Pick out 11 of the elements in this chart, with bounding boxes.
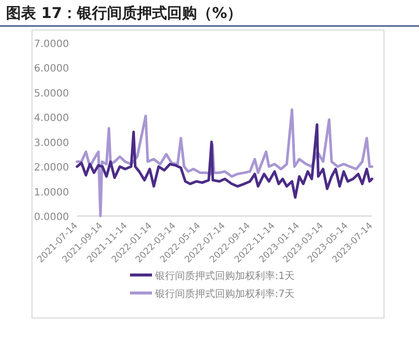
legend-label: 银行间质押式回购加权利率:1天 — [154, 270, 295, 282]
legend-label: 银行间质押式回购加权利率:7天 — [154, 288, 295, 300]
y-tick-label: 2.0000 — [34, 162, 69, 174]
y-tick-label: 1.0000 — [34, 187, 69, 198]
y-tick-label: 3.0000 — [34, 138, 69, 149]
y-tick-label: 0.0000 — [34, 212, 69, 223]
y-tick-label: 7.0000 — [34, 39, 69, 50]
y-tick-label: 5.0000 — [34, 88, 69, 100]
title: 图表 17：银行间质押式回购（%） — [6, 4, 242, 22]
y-tick-label: 6.0000 — [34, 64, 69, 75]
y-tick-label: 4.0000 — [34, 113, 69, 124]
